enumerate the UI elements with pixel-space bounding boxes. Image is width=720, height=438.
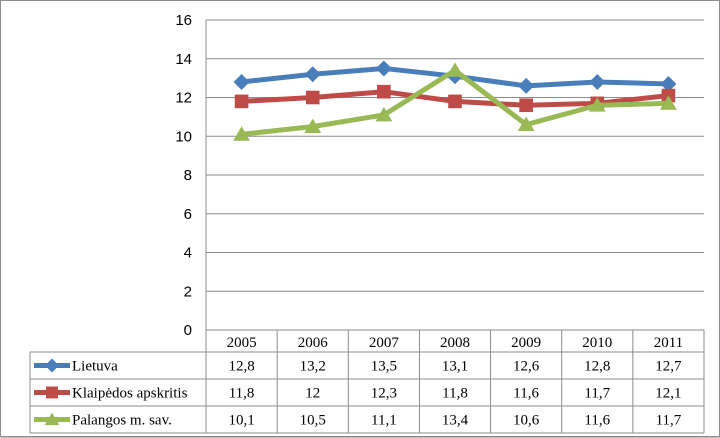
data-point — [517, 116, 535, 132]
data-point — [233, 74, 250, 90]
legend-series-name: Lietuva — [72, 359, 118, 375]
data-table-cell: 13,2 — [300, 359, 326, 375]
data-table-cell: 13,4 — [442, 413, 469, 429]
data-point — [233, 126, 250, 141]
data-point — [305, 90, 320, 105]
data-point — [377, 84, 391, 99]
data-point — [234, 94, 249, 109]
data-point — [304, 66, 321, 83]
legend-key-marker — [45, 358, 59, 373]
x-category-label: 2011 — [654, 335, 683, 351]
data-point — [518, 77, 535, 94]
data-point — [660, 95, 677, 110]
legend-series-name: Klaipėdos apskritis — [72, 386, 188, 402]
legend-series-name: Palangos m. sav. — [72, 413, 172, 429]
legend-key-marker — [44, 412, 60, 426]
x-category-label: 2005 — [227, 335, 257, 351]
data-table-cell: 11,7 — [584, 386, 610, 402]
data-table-cell: 12,8 — [584, 359, 610, 375]
y-tick-label: 14 — [175, 51, 192, 68]
y-tick-label: 0 — [184, 322, 192, 339]
data-table-cell: 11,8 — [229, 386, 255, 402]
series-1 — [234, 84, 676, 113]
data-point — [519, 98, 533, 113]
y-tick-label: 6 — [184, 206, 192, 223]
data-table-cell: 11,6 — [584, 413, 610, 429]
y-tick-label: 10 — [175, 128, 192, 145]
x-category-label: 2008 — [440, 335, 470, 351]
y-tick-label: 2 — [184, 283, 192, 300]
y-tick-label: 12 — [175, 90, 192, 107]
data-table-cell: 10,1 — [228, 413, 254, 429]
x-category-label: 2007 — [369, 335, 400, 351]
data-table-cell: 11,8 — [442, 386, 468, 402]
data-table-cell: 12,6 — [513, 359, 540, 375]
data-point — [448, 94, 462, 109]
data-table-cell: 10,6 — [513, 413, 540, 429]
data-table-cell: 11,6 — [513, 386, 539, 402]
data-point — [660, 75, 677, 92]
data-table-cell: 12,3 — [371, 386, 397, 402]
y-tick-label: 4 — [184, 245, 192, 262]
data-table-cell: 13,5 — [371, 359, 397, 375]
data-table-cell: 12,8 — [228, 359, 254, 375]
data-table-cell: 12 — [305, 386, 320, 402]
data-table-cell: 12,1 — [655, 386, 681, 402]
data-point — [375, 60, 392, 77]
legend-key-marker — [46, 386, 58, 399]
data-point — [304, 118, 322, 133]
data-table-cell: 12,7 — [655, 359, 682, 375]
data-table-cell: 13,1 — [442, 359, 468, 375]
x-category-label: 2009 — [511, 335, 541, 351]
data-point — [375, 106, 393, 122]
x-category-label: 2010 — [582, 335, 612, 351]
data-table-cell: 11,1 — [371, 413, 397, 429]
data-point — [589, 74, 606, 90]
data-table-cell: 10,5 — [300, 413, 326, 429]
y-tick-label: 16 — [175, 12, 192, 29]
data-point — [446, 62, 464, 77]
series-2 — [233, 62, 677, 141]
x-category-label: 2006 — [298, 335, 329, 351]
y-tick-label: 8 — [184, 167, 192, 184]
data-table-cell: 11,7 — [656, 413, 682, 429]
data-point — [588, 97, 606, 112]
